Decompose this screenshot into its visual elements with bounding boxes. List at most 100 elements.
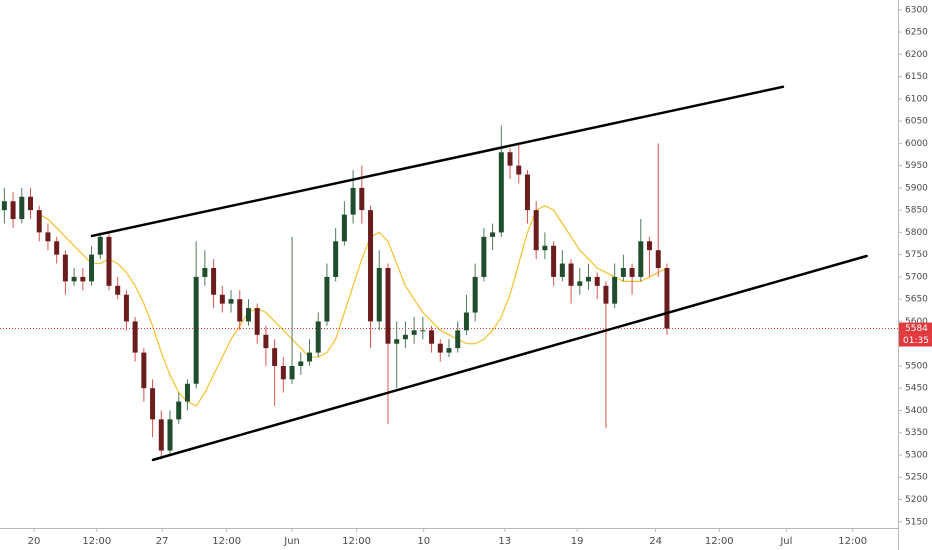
candle-body: [115, 285, 121, 295]
candle-body: [150, 388, 156, 420]
x-tick-label: 12:00: [342, 536, 371, 547]
candle-body: [341, 214, 347, 242]
y-tick-label: 6300: [905, 5, 928, 15]
candle-body: [333, 241, 339, 277]
trend-line: [90, 85, 785, 238]
candle-body: [394, 339, 400, 344]
candle-body: [211, 268, 217, 295]
candle-body: [28, 196, 34, 211]
candle-body: [132, 321, 138, 353]
candle-body: [498, 152, 504, 233]
candle-body: [89, 254, 95, 282]
candle-body: [402, 334, 408, 340]
x-tick-label: Jun: [283, 536, 300, 547]
candle-body: [594, 276, 600, 286]
y-tick-label: 5250: [905, 473, 928, 483]
candle-body: [123, 294, 129, 322]
y-tick-label: 5650: [905, 295, 928, 305]
y-tick-label: 5600: [905, 317, 928, 327]
x-tick-label: 19: [571, 536, 584, 547]
y-tick-label: 6000: [905, 139, 928, 149]
candle-body: [298, 361, 304, 366]
candle-body: [307, 352, 313, 362]
candle-body: [472, 276, 478, 313]
candle-body: [524, 174, 530, 211]
y-tick-label: 5300: [905, 450, 928, 460]
candle-body: [54, 241, 60, 255]
x-tick-label: 12:00: [82, 536, 111, 547]
candle-body: [490, 232, 496, 237]
countdown-box: [899, 334, 932, 347]
y-tick-label: 5200: [905, 495, 928, 505]
candle-body: [376, 268, 382, 322]
candle-body: [19, 196, 25, 220]
candle-body: [324, 276, 330, 322]
y-tick-label: 5850: [905, 206, 928, 216]
candle-body: [533, 210, 539, 251]
x-tick-label: 13: [498, 536, 511, 547]
y-tick-label: 6050: [905, 117, 928, 127]
y-tick-label: 6200: [905, 50, 928, 60]
candle-body: [629, 268, 635, 277]
y-tick-label: 5150: [905, 517, 928, 527]
candle-body: [647, 241, 653, 251]
x-tick-label: 27: [156, 536, 169, 547]
candle-body: [612, 276, 618, 304]
candle-body: [141, 352, 147, 389]
candle-body: [202, 268, 208, 277]
candle-body: [429, 330, 435, 344]
candle-body: [664, 268, 670, 329]
candle-body: [559, 263, 565, 277]
candle-body: [237, 299, 243, 322]
candle-body: [655, 250, 661, 269]
candle-body: [350, 187, 356, 215]
y-tick-label: 5750: [905, 250, 928, 260]
candle-body: [385, 268, 391, 344]
candle-body: [463, 312, 469, 331]
moving-average: [38, 205, 668, 407]
candle-body: [219, 294, 225, 304]
candle-body: [638, 241, 644, 277]
y-tick-label: 5700: [905, 272, 928, 282]
candle-body: [455, 330, 461, 349]
candle-body: [568, 263, 574, 286]
candle-body: [577, 281, 583, 286]
candle-body: [45, 232, 51, 242]
candle-body: [481, 236, 487, 277]
candle-body: [71, 276, 77, 282]
candle-body: [507, 152, 513, 166]
candle-body: [368, 210, 374, 322]
candle-body: [97, 236, 103, 255]
y-tick-label: 5400: [905, 406, 928, 416]
x-tick-label: 10: [417, 536, 430, 547]
x-tick-label: 24: [649, 536, 662, 547]
candle-body: [263, 334, 269, 349]
y-tick-label: 6100: [905, 94, 928, 104]
candle-body: [437, 343, 443, 353]
candle-body: [516, 165, 522, 175]
y-tick-label: 5350: [905, 428, 928, 438]
candle-body: [411, 330, 417, 335]
candle-body: [603, 285, 609, 304]
candle-body: [420, 330, 426, 332]
candle-body: [80, 276, 86, 282]
candle-body: [106, 236, 112, 286]
candle-body: [158, 419, 164, 451]
y-tick-label: 5900: [905, 183, 928, 193]
candle-body: [315, 321, 321, 353]
candle-body: [254, 308, 260, 335]
x-tick-label: 12:00: [838, 536, 867, 547]
x-tick-label: 12:00: [705, 536, 734, 547]
candle-body: [36, 210, 42, 233]
candle-body: [542, 245, 548, 251]
y-tick-label: 5800: [905, 228, 928, 238]
candle-body: [10, 201, 16, 220]
x-tick-label: 20: [28, 536, 41, 547]
candle-body: [289, 365, 295, 380]
candle-body: [228, 299, 234, 304]
x-tick-label: Jul: [779, 536, 792, 547]
y-tick-label: 6150: [905, 72, 928, 82]
candle-body: [62, 254, 68, 282]
